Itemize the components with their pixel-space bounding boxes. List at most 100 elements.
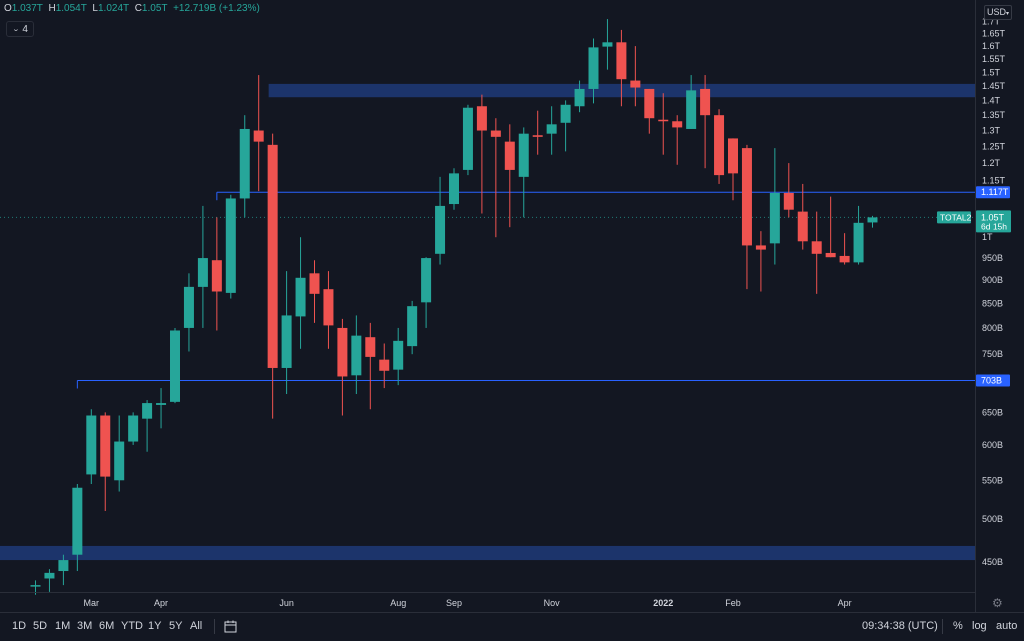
price-chart[interactable]: 450B 500B 550B 600B 650B 750B 800B 850B 900B 950B…: [0, 0, 1024, 612]
candle-body: [170, 330, 180, 402]
price-tick-label: 1.4T: [982, 95, 1001, 105]
candle-body: [769, 192, 780, 244]
range-3m-button[interactable]: 3M: [77, 620, 93, 632]
clock-time[interactable]: 09:34:38 (UTC): [862, 620, 938, 632]
candle-body: [407, 306, 418, 347]
level-price-label-bg: [976, 186, 1010, 199]
caret-down-icon: ▾: [1006, 11, 1010, 17]
low-value: 1.024T: [97, 3, 130, 14]
candle-body: [128, 415, 139, 442]
candle-body: [574, 88, 585, 107]
low-key: L: [92, 3, 98, 14]
log-scale-toggle[interactable]: log: [972, 620, 987, 632]
candle-body: [197, 258, 208, 287]
time-tick-label: Nov: [544, 598, 561, 608]
settings-gear-icon[interactable]: ⚙: [992, 596, 1003, 610]
range-5y-button[interactable]: 5Y: [169, 620, 183, 632]
price-tick-label: 900B: [982, 275, 1003, 285]
price-tick-label: 450B: [982, 557, 1003, 567]
candle-body: [672, 121, 683, 128]
candle-body: [86, 415, 97, 475]
candle-body: [630, 80, 641, 88]
time-tick-label: Apr: [838, 598, 852, 608]
candle-body: [281, 315, 292, 368]
time-tick-label: 2022: [653, 598, 673, 608]
candle-body: [309, 273, 320, 294]
candle-body: [379, 359, 390, 371]
price-axis[interactable]: 450B 500B 550B 600B 650B 750B 800B 850B 900B 950B…: [982, 16, 1006, 566]
candle-body: [393, 340, 404, 370]
time-tick-label: Mar: [84, 598, 100, 608]
range-all-button[interactable]: All: [190, 620, 203, 632]
close-key: C: [134, 3, 142, 14]
price-tick-label: 750B: [982, 349, 1003, 359]
candle-body: [867, 217, 878, 223]
range-1m-button[interactable]: 1M: [55, 620, 71, 632]
candle-body: [700, 88, 711, 116]
candle-body: [741, 148, 752, 246]
candlesticks: [30, 19, 878, 595]
auto-scale-toggle[interactable]: auto: [996, 620, 1018, 632]
symbol-tag-bg: [937, 211, 971, 224]
symbol-tag-label: TOTAL2: [940, 212, 972, 222]
candle-body: [602, 42, 613, 47]
price-tick-label: 1.45T: [982, 81, 1006, 91]
candle-body: [267, 144, 278, 368]
bottom-toolbar: 1D 5D 1M 3M 6M YTD 1Y 5Y All 09:34:38 (U…: [0, 612, 1024, 641]
candle-body: [421, 258, 432, 303]
candle-body: [518, 133, 529, 177]
range-ytd-button[interactable]: YTD: [121, 620, 143, 632]
price-tick-label: 1.55T: [982, 54, 1006, 64]
candle-body: [72, 487, 83, 555]
candle-body: [30, 585, 41, 587]
price-tick-label: 1.3T: [982, 126, 1001, 136]
candle-body: [476, 106, 487, 131]
candle-body: [839, 255, 850, 263]
candle-body: [490, 130, 501, 137]
level-price-label: 1.117T: [981, 187, 1009, 197]
candle-body: [156, 403, 167, 405]
candle-body: [783, 192, 794, 210]
price-tick-label: 1.2T: [982, 158, 1001, 168]
indicators-toggle-button[interactable]: ⌄ 4: [6, 21, 34, 37]
price-tick-label: 1.65T: [982, 29, 1006, 39]
price-tick-label: 500B: [982, 514, 1003, 524]
candle-body: [728, 138, 738, 174]
range-1y-button[interactable]: 1Y: [148, 620, 162, 632]
currency-selector[interactable]: USD▾: [984, 5, 1012, 20]
range-5d-button[interactable]: 5D: [33, 620, 48, 632]
current-price-label: 1.05T: [981, 212, 1005, 222]
candle-body: [365, 337, 376, 357]
range-1d-button[interactable]: 1D: [12, 620, 27, 632]
price-tick-label: 1.25T: [982, 141, 1006, 151]
candle-body: [100, 415, 111, 477]
horizontal-levels: [76, 191, 975, 389]
price-tick-label: 1.35T: [982, 110, 1006, 120]
candle-body: [560, 104, 571, 123]
candle-body: [211, 260, 222, 292]
candle-body: [504, 141, 515, 170]
price-tick-label: 950B: [982, 253, 1003, 263]
candle-body: [616, 42, 627, 80]
level-price-label-bg: [976, 374, 1010, 387]
candle-body: [225, 198, 236, 293]
candle-body: [183, 286, 194, 328]
candle-body: [142, 403, 153, 419]
time-tick-label: Jun: [279, 598, 294, 608]
candle-body: [114, 441, 125, 481]
time-tick-label: Aug: [390, 598, 406, 608]
toolbar-divider: [942, 619, 943, 634]
candle-body: [546, 124, 557, 134]
percent-scale-toggle[interactable]: %: [953, 620, 963, 632]
indicator-count: 4: [22, 24, 28, 35]
high-key: H: [48, 3, 56, 14]
price-tick-label: 800B: [982, 323, 1003, 333]
level-price-label: 703B: [981, 375, 1002, 385]
time-axis[interactable]: Mar Apr Jun Aug Sep Nov 2022 Feb Apr: [84, 598, 852, 608]
range-6m-button[interactable]: 6M: [99, 620, 115, 632]
time-tick-label: Sep: [446, 598, 462, 608]
candle-body: [462, 107, 473, 170]
close-value: 1.05T: [141, 3, 168, 14]
date-range-icon[interactable]: [224, 620, 238, 633]
